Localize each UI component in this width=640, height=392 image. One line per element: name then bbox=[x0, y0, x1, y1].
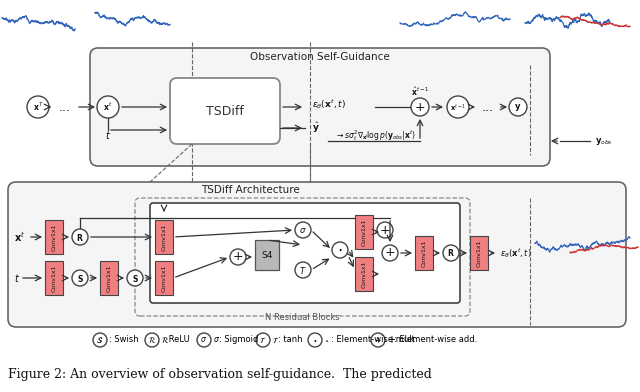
Circle shape bbox=[371, 333, 385, 347]
Text: +: + bbox=[380, 223, 390, 236]
Text: $\hat{\mathbf{x}}^{t-1}$: $\hat{\mathbf{x}}^{t-1}$ bbox=[411, 86, 429, 98]
Text: $\mathcal{S}$: $\mathcal{S}$ bbox=[97, 335, 104, 345]
Circle shape bbox=[230, 249, 246, 265]
Text: $t$: $t$ bbox=[105, 129, 111, 141]
Text: Conv1x1: Conv1x1 bbox=[362, 218, 367, 246]
Text: : Sigmoid: : Sigmoid bbox=[219, 336, 259, 345]
Circle shape bbox=[509, 98, 527, 116]
Circle shape bbox=[308, 333, 322, 347]
Text: $\mathcal{S}$: $\mathcal{S}$ bbox=[97, 335, 104, 345]
Bar bbox=[155, 261, 173, 295]
Text: $\varepsilon_\theta(\mathbf{x}^t, t)$: $\varepsilon_\theta(\mathbf{x}^t, t)$ bbox=[312, 97, 346, 111]
Bar bbox=[255, 240, 279, 270]
Text: $\mathbf{R}$: $\mathbf{R}$ bbox=[76, 232, 84, 243]
Text: TSDiff: TSDiff bbox=[206, 105, 244, 118]
Circle shape bbox=[72, 270, 88, 286]
Text: Conv1x1: Conv1x1 bbox=[106, 264, 111, 292]
Text: N Residual Blocks: N Residual Blocks bbox=[265, 314, 339, 323]
Text: Conv1x1: Conv1x1 bbox=[477, 239, 481, 267]
Circle shape bbox=[27, 96, 49, 118]
Text: $\mathbf{S}$: $\mathbf{S}$ bbox=[132, 272, 138, 283]
Text: Observation Self-Guidance: Observation Self-Guidance bbox=[250, 52, 390, 62]
Circle shape bbox=[256, 333, 270, 347]
FancyBboxPatch shape bbox=[150, 203, 460, 303]
Text: +: + bbox=[387, 335, 395, 345]
Circle shape bbox=[295, 222, 311, 238]
Text: : Element-wise mult: : Element-wise mult bbox=[331, 336, 415, 345]
Text: +: + bbox=[233, 250, 243, 263]
Bar bbox=[415, 236, 433, 270]
Text: $T$: $T$ bbox=[299, 265, 307, 276]
Text: Conv1x1: Conv1x1 bbox=[422, 239, 426, 267]
Circle shape bbox=[93, 333, 107, 347]
Text: $\mathbf{x}^{t-1}$: $\mathbf{x}^{t-1}$ bbox=[450, 102, 466, 113]
Circle shape bbox=[127, 270, 143, 286]
Text: Conv1x1: Conv1x1 bbox=[161, 223, 166, 251]
Bar bbox=[100, 261, 118, 295]
Bar bbox=[355, 257, 373, 291]
Circle shape bbox=[411, 98, 429, 116]
Circle shape bbox=[145, 333, 159, 347]
Text: $\mathbf{S}$: $\mathbf{S}$ bbox=[77, 272, 83, 283]
Text: $\cdot$: $\cdot$ bbox=[324, 334, 328, 347]
Text: : Element-wise add.: : Element-wise add. bbox=[394, 336, 477, 345]
Text: $\sigma$: $\sigma$ bbox=[213, 336, 220, 345]
Text: : tanh: : tanh bbox=[278, 336, 303, 345]
Text: $\sigma$: $\sigma$ bbox=[200, 336, 207, 345]
Text: +: + bbox=[415, 100, 426, 114]
Circle shape bbox=[443, 245, 459, 261]
Text: Conv1x1: Conv1x1 bbox=[51, 264, 56, 292]
Bar bbox=[45, 220, 63, 254]
Circle shape bbox=[382, 245, 398, 261]
Text: ...: ... bbox=[482, 100, 494, 114]
Bar bbox=[45, 261, 63, 295]
Text: $\mathcal{T}$: $\mathcal{T}$ bbox=[272, 335, 280, 345]
Text: $\hat{\mathbf{y}}$: $\hat{\mathbf{y}}$ bbox=[312, 121, 320, 135]
Text: $\mathcal{R}$: $\mathcal{R}$ bbox=[148, 335, 156, 345]
Text: $+$: $+$ bbox=[374, 335, 382, 345]
FancyBboxPatch shape bbox=[170, 78, 280, 144]
Bar bbox=[470, 236, 488, 270]
Text: $\mathbf{R}$: $\mathbf{R}$ bbox=[447, 247, 455, 258]
Text: TSDiff Architecture: TSDiff Architecture bbox=[200, 185, 300, 195]
Text: $\mathbf{y}_{obs}$: $\mathbf{y}_{obs}$ bbox=[595, 136, 612, 147]
Text: $t$: $t$ bbox=[14, 272, 20, 284]
Bar bbox=[155, 220, 173, 254]
Text: ReLU: ReLU bbox=[166, 336, 189, 345]
Circle shape bbox=[295, 262, 311, 278]
Text: : Swish: : Swish bbox=[109, 336, 139, 345]
Circle shape bbox=[447, 96, 469, 118]
Text: Conv1x1: Conv1x1 bbox=[51, 223, 56, 251]
Text: $\sigma$: $\sigma$ bbox=[300, 225, 307, 234]
Text: Conv1x1: Conv1x1 bbox=[362, 260, 367, 288]
Text: Conv1x1: Conv1x1 bbox=[161, 264, 166, 292]
Text: $\mathcal{T}$: $\mathcal{T}$ bbox=[259, 335, 267, 345]
Text: $\mathbf{x}^T$: $\mathbf{x}^T$ bbox=[33, 101, 44, 113]
Text: $\mathbf{x}^t$: $\mathbf{x}^t$ bbox=[14, 230, 25, 244]
Circle shape bbox=[72, 229, 88, 245]
Circle shape bbox=[332, 242, 348, 258]
Text: +: + bbox=[385, 247, 396, 260]
Text: $\mathbf{x}^t$: $\mathbf{x}^t$ bbox=[103, 101, 113, 113]
Bar bbox=[355, 215, 373, 249]
Text: $\rightarrow s\sigma_t^2\nabla_{\mathbf{x}^t}\!\log p(\mathbf{y}_{obs}|\mathbf{x: $\rightarrow s\sigma_t^2\nabla_{\mathbf{… bbox=[335, 129, 416, 143]
Text: Figure 2: An overview of observation self-guidance.  The predicted: Figure 2: An overview of observation sel… bbox=[8, 368, 432, 381]
Circle shape bbox=[197, 333, 211, 347]
FancyBboxPatch shape bbox=[8, 182, 626, 327]
Text: $\cdot$: $\cdot$ bbox=[337, 241, 343, 259]
Text: $\cdot$: $\cdot$ bbox=[312, 332, 317, 347]
Text: $\mathcal{R}$: $\mathcal{R}$ bbox=[161, 335, 169, 345]
Text: ...: ... bbox=[59, 100, 71, 114]
Text: $\varepsilon_\theta(\mathbf{x}^t,t)$: $\varepsilon_\theta(\mathbf{x}^t,t)$ bbox=[500, 246, 532, 260]
Circle shape bbox=[377, 222, 393, 238]
Circle shape bbox=[97, 96, 119, 118]
FancyBboxPatch shape bbox=[90, 48, 550, 166]
Text: S4: S4 bbox=[261, 250, 273, 260]
Text: $\mathbf{y}$: $\mathbf{y}$ bbox=[515, 102, 522, 113]
